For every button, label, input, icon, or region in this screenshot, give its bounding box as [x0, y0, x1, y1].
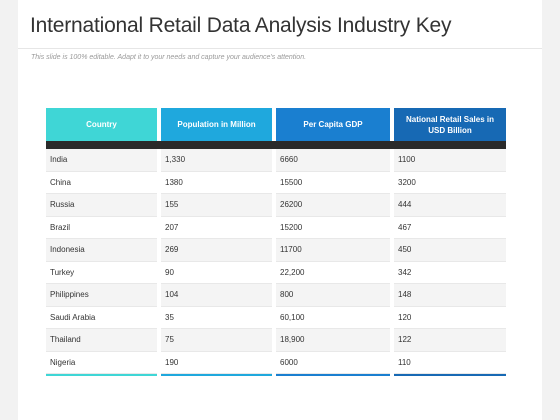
slide-subtitle: This slide is 100% editable. Adapt it to… [31, 54, 307, 61]
cell-country: Saudi Arabia [46, 306, 157, 329]
table-row: Nigeria 190 6000 110 [46, 351, 506, 374]
cell-gdp: 6660 [276, 149, 390, 172]
column-accent-line [276, 374, 390, 376]
cell-population: 1,330 [161, 149, 272, 172]
cell-retail-sales: 450 [394, 239, 506, 262]
cell-retail-sales: 342 [394, 261, 506, 284]
table-row: Brazil 207 15200 467 [46, 216, 506, 239]
header-gdp: Per Capita GDP [276, 108, 390, 141]
cell-retail-sales: 3200 [394, 171, 506, 194]
cell-population: 1380 [161, 171, 272, 194]
cell-country: Philippines [46, 284, 157, 307]
column-accent-line [394, 374, 506, 376]
cell-country: Thailand [46, 329, 157, 352]
table-row: Indonesia 269 11700 450 [46, 239, 506, 262]
cell-gdp: 26200 [276, 194, 390, 217]
cell-population: 75 [161, 329, 272, 352]
table-header: Country Population in Million Per Capita… [46, 108, 506, 149]
table-body: India 1,330 6660 1100 China 1380 15500 3200 Russ… [46, 149, 506, 374]
cell-population: 207 [161, 216, 272, 239]
header-population: Population in Million [161, 108, 272, 141]
data-table: Country Population in Million Per Capita… [46, 108, 506, 376]
cell-country: Nigeria [46, 351, 157, 374]
table-row: Russia 155 26200 444 [46, 194, 506, 217]
cell-population: 90 [161, 261, 272, 284]
table-row: Philippines 104 800 148 [46, 284, 506, 307]
title-bar: International Retail Data Analysis Indus… [18, 0, 542, 49]
cell-gdp: 15200 [276, 216, 390, 239]
cell-country: China [46, 171, 157, 194]
header-retail-sales: National Retail Sales in USD Billion [394, 108, 506, 141]
cell-retail-sales: 148 [394, 284, 506, 307]
cell-retail-sales: 1100 [394, 149, 506, 172]
cell-gdp: 18,900 [276, 329, 390, 352]
table-row: China 1380 15500 3200 [46, 171, 506, 194]
column-accent-line [46, 374, 157, 376]
cell-gdp: 22,200 [276, 261, 390, 284]
cell-population: 269 [161, 239, 272, 262]
cell-population: 155 [161, 194, 272, 217]
table-row: Turkey 90 22,200 342 [46, 261, 506, 284]
cell-population: 190 [161, 351, 272, 374]
cell-gdp: 11700 [276, 239, 390, 262]
cell-gdp: 800 [276, 284, 390, 307]
cell-country: India [46, 149, 157, 172]
header-country: Country [46, 108, 157, 141]
cell-gdp: 60,100 [276, 306, 390, 329]
cell-country: Brazil [46, 216, 157, 239]
cell-retail-sales: 120 [394, 306, 506, 329]
cell-population: 104 [161, 284, 272, 307]
slide-title: International Retail Data Analysis Indus… [30, 14, 452, 37]
cell-retail-sales: 467 [394, 216, 506, 239]
column-accent-line [161, 374, 272, 376]
cell-retail-sales: 122 [394, 329, 506, 352]
cell-gdp: 6000 [276, 351, 390, 374]
cell-retail-sales: 444 [394, 194, 506, 217]
cell-country: Turkey [46, 261, 157, 284]
cell-gdp: 15500 [276, 171, 390, 194]
table-footer-lines [46, 374, 506, 376]
cell-retail-sales: 110 [394, 351, 506, 374]
table-row: India 1,330 6660 1100 [46, 149, 506, 172]
slide: International Retail Data Analysis Indus… [18, 0, 542, 420]
cell-country: Russia [46, 194, 157, 217]
table-row: Saudi Arabia 35 60,100 120 [46, 306, 506, 329]
cell-country: Indonesia [46, 239, 157, 262]
cell-population: 35 [161, 306, 272, 329]
table-row: Thailand 75 18,900 122 [46, 329, 506, 352]
